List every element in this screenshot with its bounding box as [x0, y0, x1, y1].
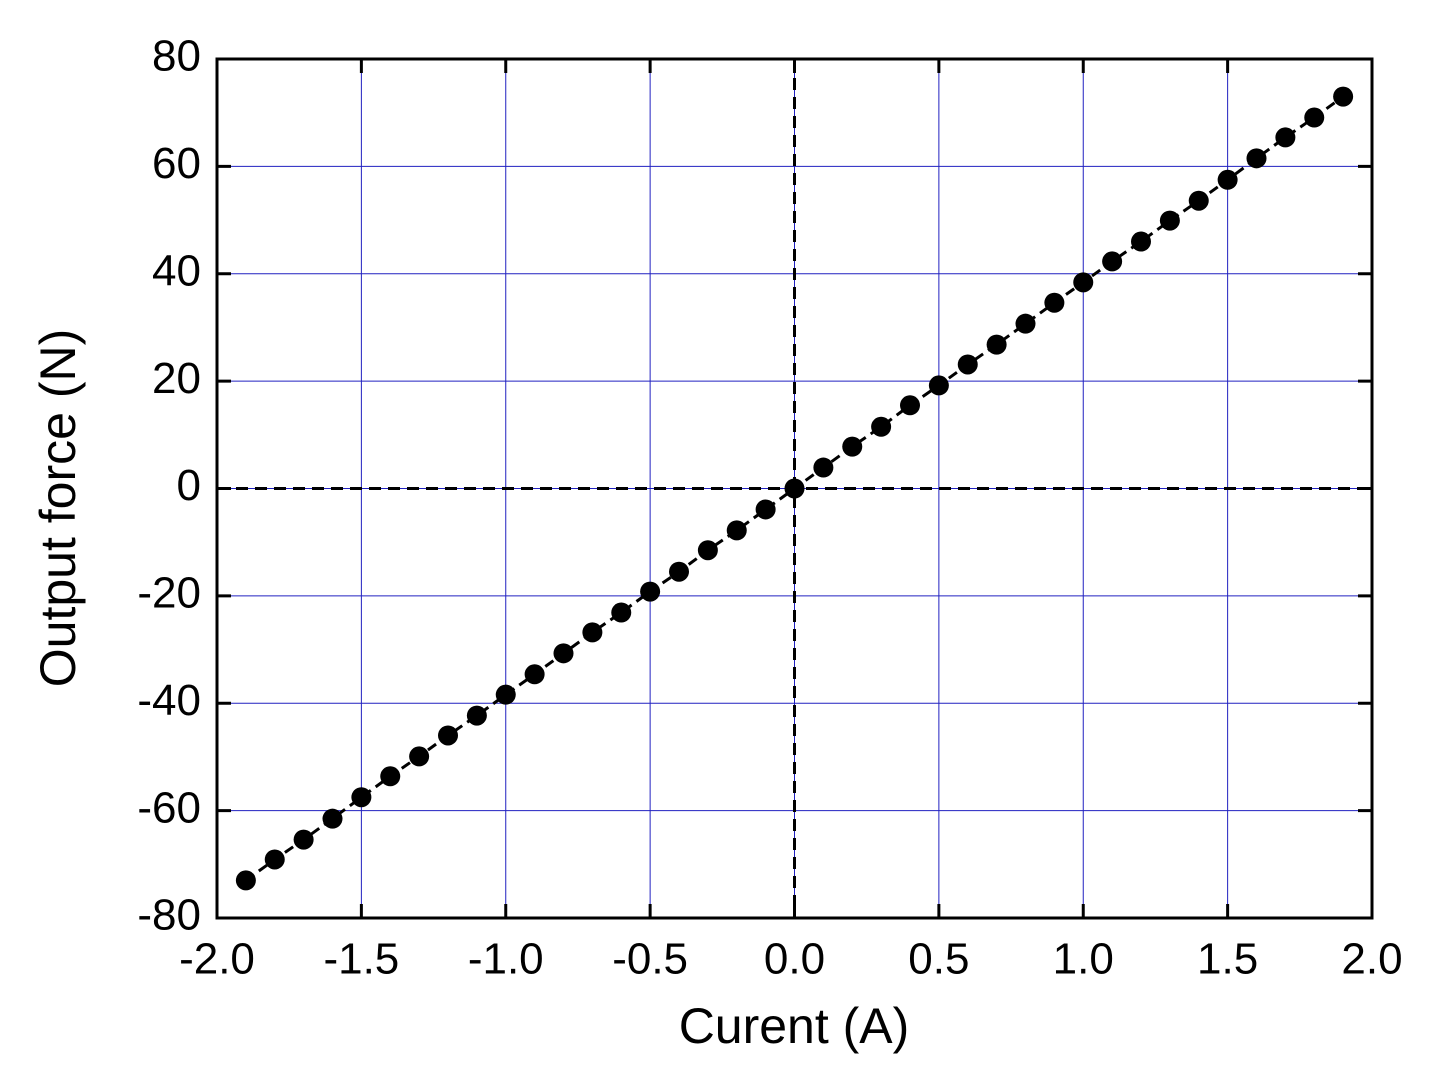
data-point — [928, 375, 949, 396]
data-point — [755, 499, 776, 520]
y-tick-label: 0 — [177, 461, 201, 510]
data-point — [1102, 251, 1123, 272]
data-point — [640, 581, 661, 602]
data-point — [957, 354, 978, 375]
data-point — [1333, 86, 1354, 107]
data-point — [1073, 272, 1094, 293]
x-tick-label: -1.0 — [468, 935, 544, 984]
y-tick-label: 60 — [152, 139, 201, 188]
y-tick-label: -20 — [137, 569, 201, 618]
data-point — [1188, 190, 1209, 211]
data-point — [351, 787, 372, 808]
x-axis-label: Curent (A) — [679, 998, 910, 1054]
data-point — [986, 334, 1007, 355]
data-point — [495, 684, 516, 705]
data-point — [726, 520, 747, 541]
data-point — [871, 416, 892, 437]
y-tick-label: 20 — [152, 354, 201, 403]
y-tick-label: -60 — [137, 783, 201, 832]
x-tick-label: 0.0 — [764, 935, 825, 984]
y-tick-label: 80 — [152, 32, 201, 81]
data-point — [1217, 169, 1238, 190]
data-point — [409, 746, 430, 767]
data-point — [1304, 107, 1325, 128]
data-point — [1159, 210, 1180, 231]
data-point — [466, 705, 487, 726]
y-axis-label: Output force (N) — [30, 329, 86, 687]
data-point — [1131, 231, 1151, 252]
plot-frame — [215, 57, 1374, 920]
data-point — [1246, 148, 1267, 169]
y-tick-label: -80 — [137, 891, 201, 940]
data-point — [669, 561, 689, 582]
x-tick-label: -2.0 — [179, 935, 255, 984]
data-point — [524, 664, 545, 685]
data-point — [235, 870, 256, 891]
data-point — [813, 457, 834, 478]
data-point — [553, 643, 574, 664]
data-point — [697, 540, 718, 561]
data-point — [438, 725, 458, 746]
data-point — [784, 478, 805, 499]
data-point — [900, 395, 920, 416]
data-point — [1275, 127, 1296, 148]
x-tick-label: 1.5 — [1197, 935, 1258, 984]
data-point — [1044, 292, 1065, 313]
data-point — [1015, 313, 1036, 334]
y-tick-label: 40 — [152, 246, 201, 295]
x-tick-label: -1.5 — [323, 935, 399, 984]
data-point — [380, 766, 401, 787]
x-tick-label: 1.0 — [1053, 935, 1114, 984]
data-point — [611, 602, 632, 623]
data-point — [582, 622, 603, 643]
data-point — [293, 829, 314, 850]
data-point — [264, 849, 285, 870]
x-tick-label: 2.0 — [1341, 935, 1402, 984]
x-tick-label: -0.5 — [612, 935, 688, 984]
x-tick-label: 0.5 — [908, 935, 969, 984]
y-tick-label: -40 — [137, 676, 201, 725]
data-point — [842, 436, 863, 457]
data-point — [322, 808, 343, 829]
